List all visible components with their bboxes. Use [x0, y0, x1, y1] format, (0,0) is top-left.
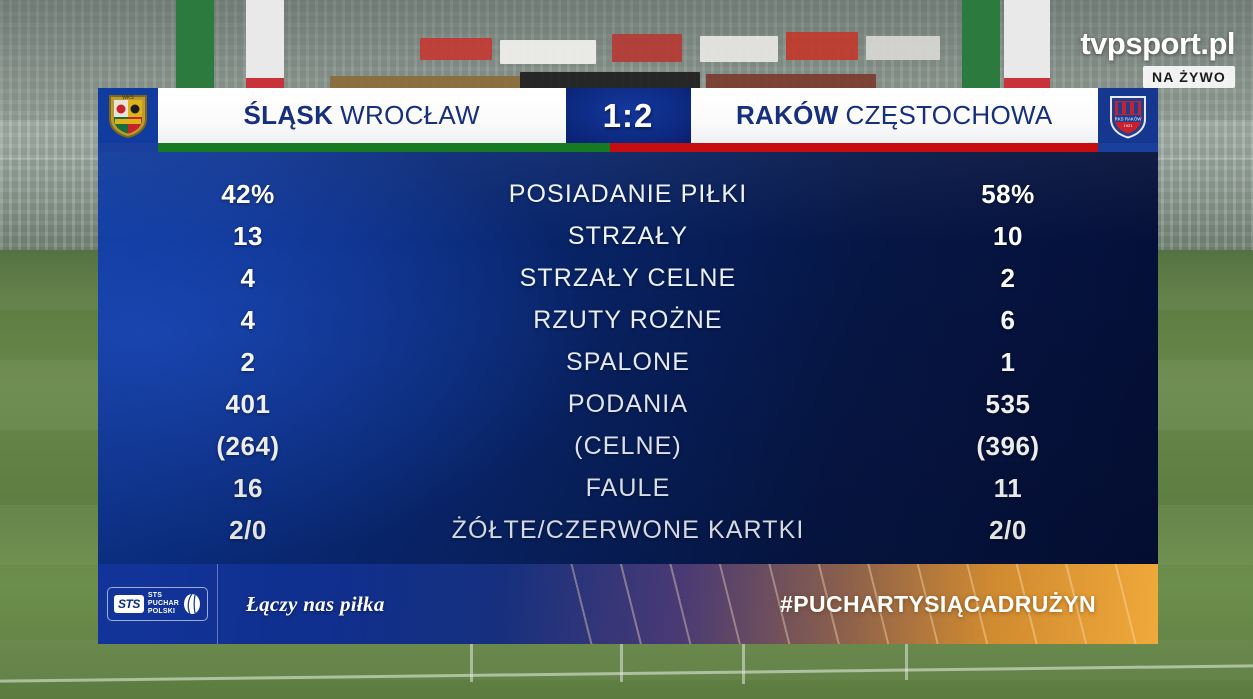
broadcaster-watermark: tvpsport.pl NA ŻYWO	[1080, 26, 1235, 88]
svg-text:RKS RAKÓW: RKS RAKÓW	[1115, 116, 1143, 121]
stat-home-value: 13	[233, 220, 263, 251]
stats-row: 2 SPALONE 1	[98, 341, 1158, 383]
stat-label: PODANIA	[567, 389, 689, 418]
stats-row: 4 RZUTY ROŻNE 6	[98, 299, 1158, 341]
away-team-name: RAKÓW CZĘSTOCHOWA	[736, 100, 1053, 131]
sponsor-logo-cell: STS STS PUCHAR POLSKI	[98, 564, 218, 644]
stats-row: 401 PODANIA 535	[98, 383, 1158, 425]
crowd-banner	[612, 34, 682, 62]
away-team-cell: RAKÓW CZĘSTOCHOWA	[690, 88, 1098, 143]
pitch-post	[470, 612, 473, 682]
stat-home-value: (264)	[216, 430, 280, 461]
campaign-slogan: Łączy nas piłka	[246, 591, 385, 616]
stats-row-list: 42% POSIADANIE PIŁKI 58% 13 STRZAŁY 10 4 STRZAŁ…	[98, 152, 1158, 551]
stats-row: 13 STRZAŁY 10	[98, 215, 1158, 257]
campaign-hashtag: #PUCHARTYSIĄCADRUŻYN	[780, 590, 1096, 617]
hashtag-cell: #PUCHARTYSIĄCADRUŻYN	[718, 564, 1158, 644]
rule-pad-right	[1098, 143, 1158, 152]
stats-panel: 42% POSIADANIE PIŁKI 58% 13 STRZAŁY 10 4 STRZAŁ…	[98, 152, 1158, 564]
slogan-cell: Łączy nas piłka	[218, 564, 718, 644]
sts-wordmark: STS	[114, 595, 144, 613]
stats-row: 4 STRZAŁY CELNE 2	[98, 257, 1158, 299]
pitch-post	[905, 618, 908, 680]
stats-row: 16 FAULE 11	[98, 467, 1158, 509]
tvpsport-logo: tvpsport.pl	[1080, 26, 1235, 61]
stat-away-value: 2	[1000, 262, 1016, 293]
stat-label: STRZAŁY	[567, 221, 689, 250]
match-score: 1:2	[602, 96, 654, 134]
stat-away-value: 2/0	[989, 514, 1027, 545]
stat-away-value: 11	[993, 472, 1023, 503]
stat-away-value: 535	[985, 388, 1031, 419]
home-crest-cell: WKS	[98, 88, 158, 143]
rule-away-red	[610, 143, 1098, 152]
stat-home-value: 2/0	[229, 514, 267, 545]
stat-away-value: 6	[1000, 304, 1016, 335]
sponsor-competition-text: STS PUCHAR POLSKI	[148, 592, 179, 616]
away-team-secondary: CZĘSTOCHOWA	[845, 100, 1053, 130]
stat-label: POSIADANIE PIŁKI	[508, 179, 748, 208]
sts-puchar-polski-logo: STS STS PUCHAR POLSKI	[107, 587, 208, 621]
stats-row: 2/0 ŻÓŁTE/CZERWONE KARTKI 2/0	[98, 509, 1158, 551]
crowd-banner	[500, 40, 596, 64]
sponsor-line-3: POLSKI	[147, 608, 176, 615]
stats-row: 42% POSIADANIE PIŁKI 58%	[98, 173, 1158, 215]
scoreboard-header: WKS ŚLĄSK WROCŁAW 1:2 RAKÓW CZĘSTOCHOWA	[98, 88, 1158, 143]
svg-text:1921: 1921	[1124, 123, 1134, 128]
crowd-banner	[866, 36, 940, 60]
home-team-secondary: WROCŁAW	[340, 100, 480, 130]
crowd-banner	[420, 38, 492, 60]
rule-pad-left	[98, 143, 158, 152]
stat-label: (CELNE)	[574, 431, 682, 460]
crowd-banner	[700, 36, 778, 62]
cup-trophy-icon	[184, 593, 200, 615]
svg-text:WKS: WKS	[122, 95, 134, 101]
sponsor-line-1: STS	[147, 592, 163, 599]
home-team-cell: ŚLĄSK WROCŁAW	[158, 88, 566, 143]
stat-label: RZUTY ROŻNE	[533, 305, 723, 334]
sponsor-footer: STS STS PUCHAR POLSKI Łączy nas piłka	[98, 564, 1158, 644]
stat-home-value: 42%	[221, 178, 275, 209]
stats-row: (264) (CELNE) (396)	[98, 425, 1158, 467]
stat-away-value: (396)	[976, 430, 1040, 461]
rakow-czestochowa-crest-icon: RKS RAKÓW 1921	[1110, 95, 1146, 139]
live-badge: NA ŻYWO	[1143, 66, 1235, 88]
stat-away-value: 58%	[981, 178, 1035, 209]
stat-label: ŻÓŁTE/CZERWONE KARTKI	[451, 515, 805, 544]
stat-label: STRZAŁY CELNE	[519, 263, 737, 292]
stat-away-value: 10	[993, 220, 1023, 251]
stat-home-value: 401	[225, 388, 271, 419]
away-team-primary: RAKÓW	[735, 100, 839, 130]
home-team-name: ŚLĄSK WROCŁAW	[244, 100, 480, 131]
crowd-banner	[786, 32, 858, 60]
score-cell: 1:2	[565, 88, 691, 143]
stat-label: FAULE	[585, 473, 671, 502]
stat-home-value: 4	[240, 262, 256, 293]
sponsor-line-2: PUCHAR	[147, 600, 179, 607]
stat-home-value: 16	[233, 472, 263, 503]
pitch-post	[742, 606, 745, 684]
rule-home-green	[158, 143, 610, 152]
stat-home-value: 2	[240, 346, 256, 377]
home-team-primary: ŚLĄSK	[243, 100, 334, 130]
stat-away-value: 1	[1000, 346, 1016, 377]
away-crest-cell: RKS RAKÓW 1921	[1098, 88, 1158, 143]
stat-label: SPALONE	[566, 347, 690, 376]
slask-wroclaw-crest-icon: WKS	[109, 94, 147, 138]
team-color-rule	[98, 143, 1158, 152]
stat-home-value: 4	[240, 304, 256, 335]
match-stats-board: WKS ŚLĄSK WROCŁAW 1:2 RAKÓW CZĘSTOCHOWA	[98, 88, 1158, 644]
